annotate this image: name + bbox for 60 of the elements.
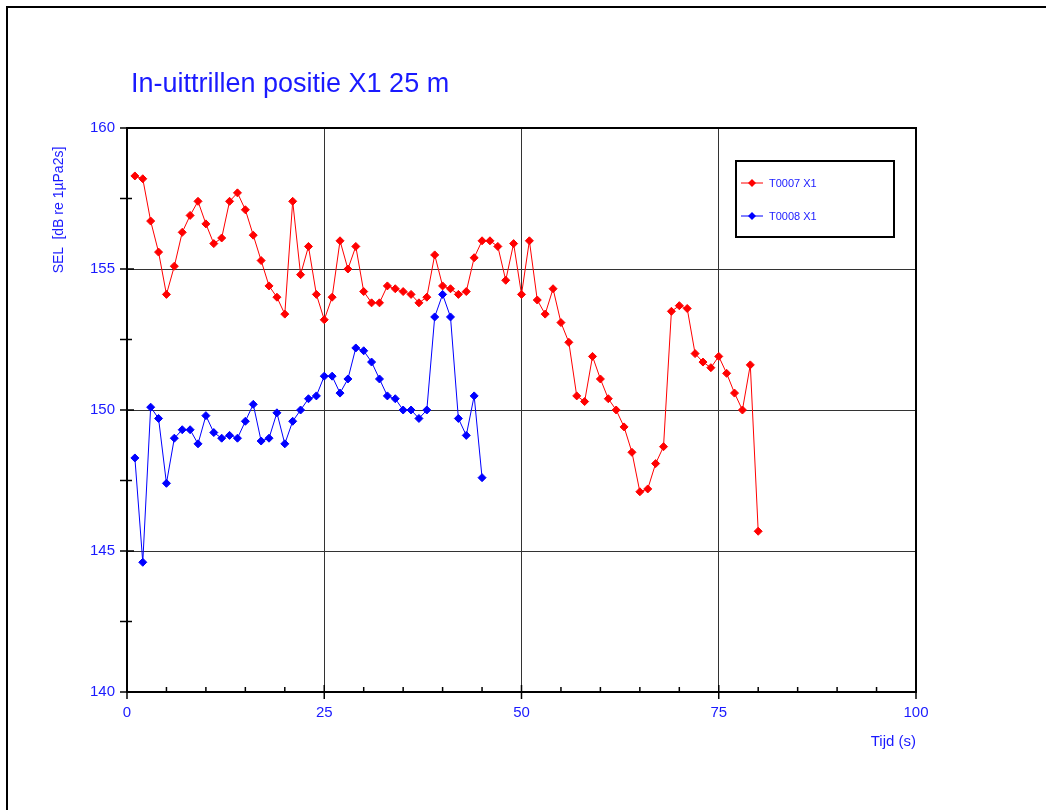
point [225,430,235,440]
point [319,371,329,381]
y-tick-label: 160 [89,118,115,136]
point [240,416,250,426]
point [177,425,187,435]
point [438,289,448,299]
point [367,357,377,367]
x-tick-label: 75 [710,703,728,721]
point [430,312,440,322]
point [477,473,487,483]
point [335,388,345,398]
point [232,433,242,443]
point [414,413,424,423]
point [280,439,290,449]
legend-label: T0007 X1 [769,176,817,189]
legend-label: T0008 X1 [769,209,817,222]
point [154,413,164,423]
x-axis-title: Tijd (s) [870,732,916,749]
point [296,405,306,415]
x-tick-label: 25 [315,703,333,721]
point [248,399,258,409]
point [185,425,195,435]
point [359,346,369,356]
point [343,374,353,384]
point [398,405,408,415]
y-tick-label: 155 [89,259,115,277]
point [390,394,400,404]
point [138,557,148,567]
y-tick-label: 140 [89,682,115,700]
y-axis-title: SEL [dB re 1µPa2s] [50,146,66,274]
point [303,394,313,404]
point [264,433,274,443]
chart-title: In-uittrillen positie X1 25 m [131,68,450,99]
point [461,430,471,440]
point [351,343,361,353]
point [209,428,219,438]
point [406,405,416,415]
point [201,411,211,421]
point [422,405,432,415]
point [311,391,321,401]
point [256,436,266,446]
point [469,391,479,401]
y-tick-label: 150 [89,400,115,418]
x-tick-label: 50 [513,703,530,721]
point [272,408,282,418]
point [288,416,298,426]
point [130,453,140,463]
point [146,402,156,412]
point [193,439,203,449]
x-tick-label: 100 [903,703,929,721]
point [327,371,337,381]
x-tick-label: 0 [122,703,132,721]
point [374,374,384,384]
point [382,391,392,401]
point [217,433,227,443]
point [161,478,171,488]
point [453,413,463,423]
y-tick-label: 145 [89,541,115,559]
point [169,433,179,443]
point [445,312,455,322]
